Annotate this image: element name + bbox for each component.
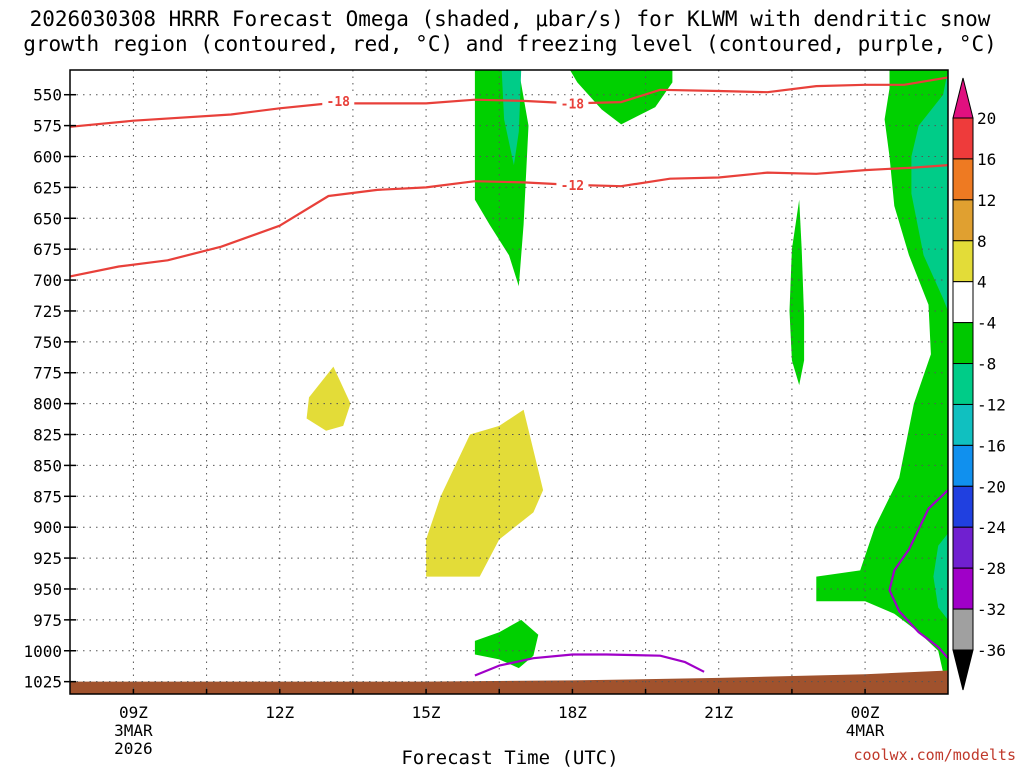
- y-tick-label: 650: [33, 209, 62, 228]
- isotherm-contours: -18 -18 -12: [69, 76, 949, 677]
- colorbar-box: [952, 526, 974, 569]
- colorbar-box: [952, 485, 974, 528]
- isotherm-label-bg: [322, 92, 355, 109]
- colorbar-label: -20: [977, 477, 1006, 496]
- y-tick-label: 675: [33, 240, 62, 259]
- y-tick-label: 900: [33, 518, 62, 537]
- omega-up-green-19z-top: [570, 70, 673, 125]
- terrain-layer: [70, 670, 948, 694]
- x-tick-label: 18Z: [558, 703, 587, 722]
- x-tick-label: 09Z: [119, 703, 148, 722]
- colorbar-label: 16: [977, 150, 996, 169]
- y-tick-label: 625: [33, 178, 62, 197]
- y-tick-label: 750: [33, 333, 62, 352]
- isotherm-label-bg: [556, 95, 589, 112]
- y-tick-label: 575: [33, 117, 62, 136]
- isotherm-label: -18: [327, 95, 351, 110]
- x-tick-label: 3MAR: [114, 721, 153, 740]
- omega-up-teal-right-lower: [933, 533, 948, 620]
- omega-up-green-1630-low: [474, 619, 539, 669]
- colorbar-label: -4: [977, 314, 996, 333]
- x-tick-label: 15Z: [412, 703, 441, 722]
- omega-up-green-2230-thin: [789, 199, 805, 386]
- colorbar-bottom-arrow: [952, 649, 974, 691]
- isotherm-line: [69, 76, 949, 128]
- isotherm-label: -12: [561, 179, 584, 194]
- colorbar-top-arrow: [952, 77, 974, 119]
- colorbar-label: -24: [977, 518, 1006, 537]
- y-tick-label: 925: [33, 549, 62, 568]
- y-tick-label: 875: [33, 487, 62, 506]
- colorbar-label: 4: [977, 273, 987, 292]
- colorbar-box: [952, 281, 974, 324]
- colorbar-box: [952, 322, 974, 365]
- x-axis-label: Forecast Time (UTC): [401, 747, 618, 768]
- y-tick-label: 775: [33, 364, 62, 383]
- omega-up-teal-right-upper: [911, 70, 948, 311]
- isotherm-line: [888, 489, 949, 659]
- isotherm-line: [474, 653, 705, 677]
- terrain-fill: [70, 670, 948, 694]
- colorbar-label: -8: [977, 355, 996, 374]
- x-tick-label: 00Z: [851, 703, 880, 722]
- colorbar-legend: 20 16 12 8 4 -4 -8 -12 -16 -20 -24 -28 -32 -36: [952, 77, 1006, 691]
- colorbar-box: [952, 444, 974, 487]
- y-tick-label: 700: [33, 271, 62, 290]
- y-tick-label: 850: [33, 456, 62, 475]
- x-tick-label: 4MAR: [846, 721, 885, 740]
- chart-title-line-2: growth region (contoured, red, °C) and f…: [23, 32, 997, 56]
- x-tick-label: 2026: [114, 739, 153, 758]
- chart-title-line-1: 2026030308 HRRR Forecast Omega (shaded, …: [30, 7, 991, 31]
- colorbar-box: [952, 158, 974, 201]
- y-tick-label: 550: [33, 86, 62, 105]
- omega-down-yellow-16z: [426, 409, 544, 577]
- omega-up-green-18z-upper: [474, 70, 529, 287]
- colorbar-label: -36: [977, 641, 1006, 660]
- y-tick-label: 825: [33, 426, 62, 445]
- omega-up-teal-17z-core: [501, 70, 522, 166]
- x-tick-label: 12Z: [265, 703, 294, 722]
- colorbar-box: [952, 363, 974, 405]
- y-tick-label: 725: [33, 302, 62, 321]
- y-tick-label: 975: [33, 611, 62, 630]
- isotherm-label: -18: [561, 97, 585, 112]
- credit-text: coolwx.com/modelts: [853, 746, 1016, 764]
- colorbar-label: -28: [977, 559, 1006, 578]
- omega-shading-layer: [306, 70, 948, 694]
- y-tick-label: 950: [33, 580, 62, 599]
- y-tick-label: 600: [33, 147, 62, 166]
- colorbar-box: [952, 240, 974, 283]
- colorbar-label: 20: [977, 109, 996, 128]
- colorbar-label: 12: [977, 191, 996, 210]
- colorbar-box: [952, 403, 974, 446]
- colorbar-label: -32: [977, 600, 1006, 619]
- y-tick-label: 1000: [23, 642, 62, 661]
- plot-frame: [69, 69, 949, 695]
- y-tick-label: 1025: [23, 673, 62, 692]
- y-axis-pressure: 550 575 600 625 650 675 700 725 750 775 800 825 850 8…: [23, 86, 76, 692]
- isotherm-label-bg: [556, 176, 589, 193]
- x-tick-label: 21Z: [704, 703, 733, 722]
- colorbar-label: -12: [977, 395, 1006, 414]
- colorbar-box: [952, 608, 974, 651]
- colorbar-box: [952, 567, 974, 610]
- y-tick-label: 800: [33, 395, 62, 414]
- omega-down-yellow-13z: [306, 366, 351, 431]
- colorbar-label: 8: [977, 232, 987, 251]
- colorbar-box: [952, 117, 974, 160]
- colorbar-label: -16: [977, 436, 1006, 455]
- colorbar-box: [952, 199, 974, 242]
- isotherm-line: [69, 164, 949, 278]
